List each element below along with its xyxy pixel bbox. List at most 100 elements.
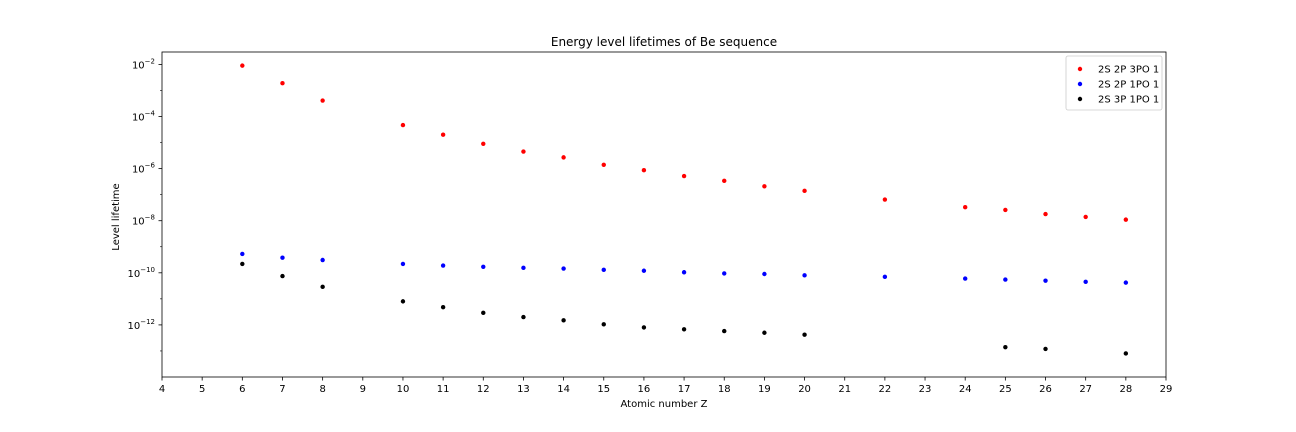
legend-label: 2S 3P 1PO 1 bbox=[1098, 95, 1159, 106]
data-point bbox=[320, 98, 325, 103]
data-point bbox=[1043, 346, 1048, 352]
data-point bbox=[400, 299, 406, 304]
legend: 2S 2P 3PO 1 2S 2P 1PO 1 2S 3P 1PO 1 bbox=[1065, 55, 1163, 111]
data-point bbox=[1003, 344, 1008, 350]
data-point bbox=[561, 318, 566, 323]
data-point bbox=[240, 63, 245, 68]
data-point bbox=[561, 155, 566, 160]
series-2 bbox=[240, 261, 1129, 356]
data-point bbox=[641, 167, 647, 173]
data-point bbox=[722, 328, 727, 334]
data-point bbox=[882, 197, 888, 202]
data-point bbox=[481, 141, 486, 146]
x-tick-label: 12 bbox=[477, 384, 490, 395]
data-point bbox=[1003, 207, 1008, 213]
x-tick-label: 14 bbox=[557, 384, 570, 395]
data-point bbox=[722, 271, 727, 276]
legend-label: 2S 2P 1PO 1 bbox=[1098, 80, 1159, 91]
y-tick-label: 10−4 bbox=[132, 110, 156, 124]
data-point bbox=[440, 304, 446, 310]
data-point bbox=[1123, 217, 1129, 222]
plot-area: 4 5 6 7 8 9 10 11 12 13 14 15 16 17 18 19 20 21 22 23 24 25 26… bbox=[127, 51, 1173, 395]
data-point bbox=[1043, 278, 1048, 283]
legend-marker bbox=[1077, 81, 1083, 87]
data-point bbox=[240, 261, 245, 267]
data-point bbox=[762, 330, 767, 335]
data-point bbox=[681, 327, 687, 332]
data-point bbox=[280, 273, 285, 279]
data-point bbox=[521, 149, 526, 154]
data-point bbox=[400, 122, 406, 128]
data-point bbox=[802, 273, 807, 278]
y-tick-label: 10−10 bbox=[127, 266, 155, 280]
data-point bbox=[681, 173, 687, 179]
data-point bbox=[481, 264, 486, 270]
data-point bbox=[963, 276, 968, 281]
data-point bbox=[882, 274, 888, 280]
data-point bbox=[802, 188, 807, 194]
data-point bbox=[722, 178, 727, 184]
data-point bbox=[280, 81, 285, 86]
legend-marker bbox=[1077, 96, 1083, 102]
data-point bbox=[440, 132, 446, 137]
data-point bbox=[601, 267, 606, 273]
legend-marker bbox=[1077, 66, 1083, 72]
data-point bbox=[762, 184, 767, 189]
x-tick-label: 26 bbox=[1039, 384, 1052, 395]
x-tick-label: 10 bbox=[397, 384, 410, 395]
y-axis-label: Level lifetime bbox=[111, 183, 122, 250]
x-tick-label: 16 bbox=[638, 384, 651, 395]
series-1 bbox=[240, 251, 1129, 285]
legend-box bbox=[1065, 55, 1163, 111]
data-point bbox=[561, 266, 566, 271]
x-tick-label: 29 bbox=[1160, 384, 1173, 395]
data-point bbox=[521, 314, 526, 320]
data-point bbox=[280, 255, 285, 260]
data-point bbox=[440, 263, 446, 268]
data-point bbox=[1123, 280, 1129, 285]
data-point bbox=[641, 268, 647, 273]
data-point bbox=[521, 265, 526, 271]
data-point bbox=[1083, 214, 1088, 220]
data-point bbox=[601, 162, 606, 168]
y-tick-label: 10−6 bbox=[132, 162, 156, 176]
data-point bbox=[481, 310, 486, 316]
x-tick-label: 4 bbox=[159, 384, 165, 395]
data-point bbox=[963, 205, 968, 210]
chart-title: Energy level lifetimes of Be sequence bbox=[551, 35, 777, 49]
x-tick-label: 5 bbox=[199, 384, 205, 395]
x-tick-label: 21 bbox=[838, 384, 851, 395]
data-point bbox=[400, 261, 406, 267]
x-tick-label: 20 bbox=[798, 384, 811, 395]
x-tick-label: 27 bbox=[1079, 384, 1092, 395]
plot-frame bbox=[161, 51, 1167, 378]
data-point bbox=[641, 325, 647, 330]
data-point bbox=[601, 322, 606, 327]
x-tick-label: 28 bbox=[1119, 384, 1132, 395]
x-tick-label: 18 bbox=[718, 384, 731, 395]
data-point bbox=[1003, 277, 1008, 282]
x-axis-label: Atomic number Z bbox=[621, 399, 708, 410]
data-point bbox=[1043, 211, 1048, 217]
x-tick-label: 23 bbox=[919, 384, 932, 395]
legend-label: 2S 2P 3PO 1 bbox=[1098, 65, 1159, 76]
data-point bbox=[681, 270, 687, 275]
data-point bbox=[802, 332, 807, 337]
data-point bbox=[320, 257, 325, 263]
series-0 bbox=[240, 63, 1129, 222]
x-tick-label: 7 bbox=[279, 384, 285, 395]
x-tick-label: 19 bbox=[758, 384, 771, 395]
x-tick-label: 11 bbox=[437, 384, 450, 395]
x-tick-label: 15 bbox=[597, 384, 610, 395]
x-tick-label: 8 bbox=[319, 384, 325, 395]
data-point bbox=[320, 284, 325, 290]
x-tick-label: 25 bbox=[999, 384, 1012, 395]
data-point bbox=[240, 251, 245, 257]
x-tick-label: 9 bbox=[360, 384, 366, 395]
data-point bbox=[1123, 351, 1129, 356]
y-tick-label: 10−12 bbox=[127, 318, 155, 332]
data-point bbox=[762, 271, 767, 277]
x-tick-label: 17 bbox=[678, 384, 691, 395]
x-tick-label: 22 bbox=[879, 384, 892, 395]
